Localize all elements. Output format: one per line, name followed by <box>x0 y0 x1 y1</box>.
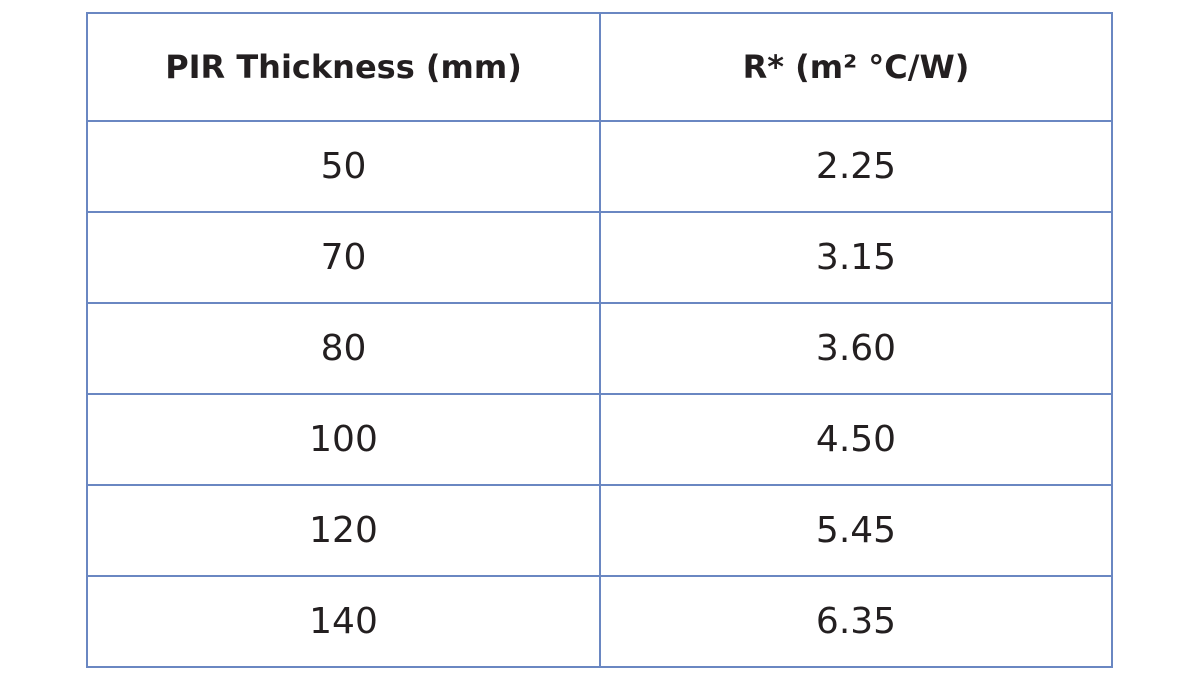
table-cell: 5.45 <box>599 484 1113 577</box>
header-cell: R* (m² °C/W) <box>599 12 1113 122</box>
table-body: 50 2.25 70 3.15 80 3.60 100 4.50 120 5.45 140 6.35 <box>86 120 1113 668</box>
table-row: 120 5.45 <box>86 484 1113 577</box>
header-cell: PIR Thickness (mm) <box>86 12 601 122</box>
table-cell: 80 <box>86 302 601 395</box>
table-row: 70 3.15 <box>86 211 1113 304</box>
table-cell: 120 <box>86 484 601 577</box>
table-cell: 6.35 <box>599 575 1113 668</box>
table-cell: 50 <box>86 120 601 213</box>
table-cell: 70 <box>86 211 601 304</box>
table-row: 50 2.25 <box>86 120 1113 213</box>
table-row: 100 4.50 <box>86 393 1113 486</box>
table-cell: 2.25 <box>599 120 1113 213</box>
table-cell: 3.60 <box>599 302 1113 395</box>
table-row: 140 6.35 <box>86 575 1113 668</box>
table-cell: 4.50 <box>599 393 1113 486</box>
data-table: PIR Thickness (mm) R* (m² °C/W) 50 2.25 70… <box>86 12 1113 668</box>
table-cell: 3.15 <box>599 211 1113 304</box>
table-cell: 100 <box>86 393 601 486</box>
table-cell: 140 <box>86 575 601 668</box>
header-row: PIR Thickness (mm) R* (m² °C/W) <box>86 12 1113 122</box>
table-row: 80 3.60 <box>86 302 1113 395</box>
